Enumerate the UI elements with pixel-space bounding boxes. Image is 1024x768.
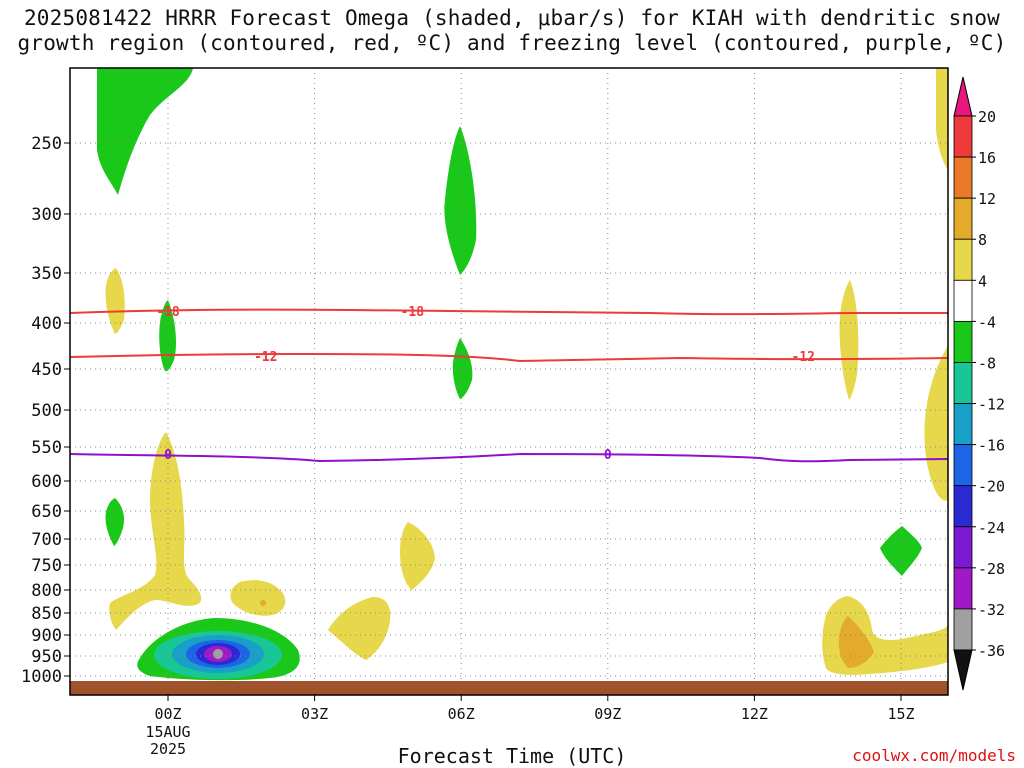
y-tick-label: 500: [31, 401, 62, 421]
y-tick-label: 600: [31, 472, 62, 492]
colorbar-label: 4: [978, 272, 987, 290]
colorbar-max-arrow: [953, 76, 973, 117]
y-tick-label: 750: [31, 556, 62, 576]
contour-minus12: [69, 352, 949, 363]
y-tick-label: 1000: [21, 667, 62, 687]
y-tick-label: 350: [31, 264, 62, 284]
colorbar-swatch: [953, 608, 973, 651]
title-line-2: growth region (contoured, red, ºC) and f…: [17, 31, 1007, 55]
colorbar-swatch: [953, 238, 973, 281]
colorbar-swatch: [953, 156, 973, 199]
colorbar-swatch: [953, 403, 973, 446]
omega-shading: [97, 68, 948, 681]
omega-blob: [400, 522, 435, 590]
colorbar-label: -4: [978, 313, 996, 331]
colorbar-swatch: [953, 485, 973, 528]
y-tick-label: 550: [31, 438, 62, 458]
colorbar-label: -28: [978, 560, 1005, 578]
y-tick-label: 250: [31, 134, 62, 154]
omega-blob: [105, 498, 125, 546]
omega-blob: [838, 616, 874, 668]
x-tick-label: 09Z: [594, 705, 621, 723]
contour-label: -18: [401, 305, 425, 320]
contour-labels: -18 -18 -12 -12 0 0: [156, 305, 815, 463]
colorbar-label: 16: [978, 149, 996, 167]
contours: [69, 308, 949, 463]
x-axis-label: Forecast Time (UTC): [397, 744, 627, 768]
x-tick-label: 03Z: [301, 705, 328, 723]
title-line-1: 2025081422 HRRR Forecast Omega (shaded, …: [23, 6, 1001, 30]
omega-blob: [230, 580, 286, 616]
colorbar-label: 12: [978, 190, 996, 208]
credit-link[interactable]: coolwx.com/models: [852, 746, 1016, 765]
colorbar-swatch: [953, 197, 973, 240]
omega-blob: [924, 345, 948, 501]
omega-blob: [452, 338, 473, 399]
x-tick-label: 00Z: [154, 705, 181, 723]
contour-minus18: [69, 308, 948, 316]
colorbar-label: -20: [978, 478, 1005, 496]
y-tick-label: 650: [31, 502, 62, 522]
omega-blob: [328, 596, 391, 660]
colorbar-label: 20: [978, 108, 996, 126]
colorbar-swatch: [953, 567, 973, 610]
colorbar: 20 16 12 8 4 -4 -8 -12 -16 -20 -24 -28 -32 -36: [953, 76, 1005, 691]
omega-blob: [936, 68, 948, 170]
x-tick-label: 12Z: [741, 705, 768, 723]
omega-blob: [109, 432, 202, 630]
contour-label: 0: [604, 448, 612, 463]
y-tick-label: 900: [31, 626, 62, 646]
colorbar-swatch: [953, 115, 973, 158]
y-tick-label: 850: [31, 604, 62, 624]
x-tick-sublabel: 2025: [150, 740, 186, 758]
colorbar-label: -24: [978, 519, 1005, 537]
contour-label: -12: [254, 350, 277, 365]
colorbar-label: -12: [978, 396, 1005, 414]
chart-title: 2025081422 HRRR Forecast Omega (shaded, …: [0, 6, 1024, 56]
y-tick-label: 800: [31, 581, 62, 601]
colorbar-swatch: [953, 279, 973, 322]
x-tick-label: 06Z: [448, 705, 475, 723]
y-tick-label: 450: [31, 360, 62, 380]
contour-label: -18: [156, 305, 180, 320]
omega-blob: [97, 68, 193, 195]
omega-blob: [839, 280, 859, 400]
plot-background: [70, 68, 948, 695]
colorbar-label: -32: [978, 601, 1005, 619]
omega-blob: [444, 126, 477, 275]
colorbar-min-arrow: [953, 649, 973, 691]
colorbar-swatch: [953, 526, 973, 569]
plot-frame: [69, 67, 949, 696]
contour-freezing: [69, 452, 949, 463]
y-tick-label: 700: [31, 530, 62, 550]
colorbar-label: 8: [978, 231, 987, 249]
y-tick-label: 950: [31, 647, 62, 667]
omega-blob: [159, 300, 176, 372]
colorbar-swatch: [953, 444, 973, 487]
omega-blob: [105, 268, 125, 334]
ground-surface: [70, 681, 948, 695]
omega-core: [260, 600, 266, 606]
colorbar-label: -8: [978, 354, 996, 372]
colorbar-label: -36: [978, 642, 1005, 660]
colorbar-swatch: [953, 320, 973, 363]
omega-core: [213, 649, 223, 659]
contour-label: 0: [164, 448, 172, 463]
colorbar-label: -16: [978, 437, 1005, 455]
y-tick-label: 400: [31, 314, 62, 334]
y-axis: 2503003504004505005506006507007508008509…: [21, 134, 70, 687]
colorbar-swatch: [953, 362, 973, 404]
contour-label: -12: [792, 350, 815, 365]
x-tick-sublabel: 15AUG: [145, 723, 190, 741]
x-tick-label: 15Z: [887, 705, 914, 723]
y-tick-label: 300: [31, 205, 62, 225]
